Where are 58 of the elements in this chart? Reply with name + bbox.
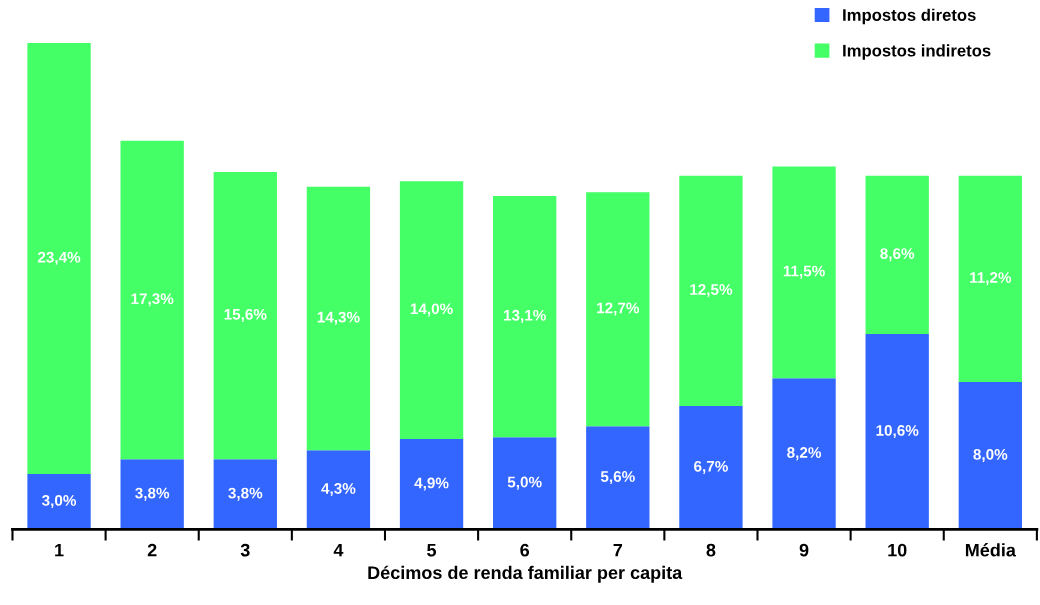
x-tick-label: Média [965,543,1017,557]
data-label: 6,7% [694,460,728,474]
bar [306,450,371,530]
x-tick-label: 7 [613,543,623,557]
data-label: 14,0% [410,303,453,317]
legend-label: Impostos diretos [843,8,976,25]
bar [679,405,743,530]
data-label: 8,2% [787,447,822,461]
data-label: 12,7% [597,302,640,316]
bar [958,381,1022,530]
bar [958,175,1022,382]
bar [27,474,91,530]
data-label: 14,3% [317,311,360,325]
bar [865,334,929,530]
x-tick-label: 1 [55,543,64,557]
bar [493,195,557,438]
x-axis-title: Décimos de renda familiar per capita [368,565,683,583]
bar [399,439,464,530]
x-tick-label: 4 [333,543,344,557]
x-tick-label: 3 [240,543,250,557]
bar [213,459,277,530]
data-label: 3,0% [41,495,77,509]
bar [213,171,277,460]
data-label: 15,6% [224,308,267,322]
bar [306,186,371,451]
bar [27,43,91,475]
data-label: 8,0% [973,448,1008,462]
x-tick-label: 9 [799,543,809,557]
data-label: 8,6% [880,248,915,262]
data-label: 23,4% [37,251,81,265]
bar [772,378,836,530]
data-label: 3,8% [228,487,263,501]
data-label: 11,2% [970,272,1012,286]
bar [399,181,464,440]
data-label: 3,8% [135,487,170,501]
bar [679,175,743,406]
data-label: 17,3% [131,293,174,307]
bar [586,192,650,427]
x-tick-label: 10 [888,543,907,557]
bar [120,140,184,460]
x-tick-label: 5 [427,543,437,557]
data-label: 10,6% [876,425,919,439]
data-label: 5,0% [507,476,542,490]
data-label: 13,1% [503,309,546,323]
bar [772,166,836,379]
data-label: 12,5% [690,284,733,298]
data-label: 4,3% [321,483,356,497]
bar [865,175,929,335]
data-label: 11,5% [783,265,825,279]
data-label: 4,9% [414,477,449,491]
bar [586,426,650,530]
legend-label: Impostos indiretos [843,44,991,60]
data-label: 5,6% [600,471,635,485]
bar [493,437,557,530]
x-tick-label: 6 [520,543,530,557]
x-tick-label: 2 [147,543,157,557]
bar [120,459,184,530]
x-tick-label: 8 [706,543,716,557]
